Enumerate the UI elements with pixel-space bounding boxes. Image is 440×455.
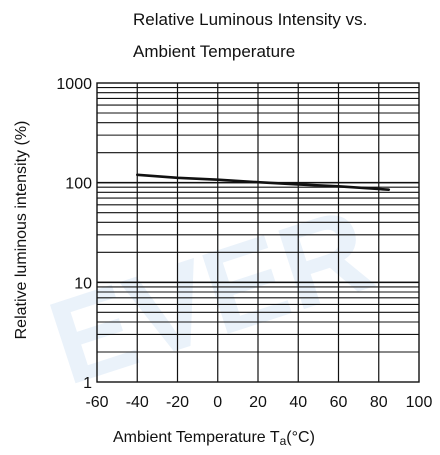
x-tick-label: 80 bbox=[370, 394, 388, 411]
x-tick-label: 40 bbox=[289, 394, 307, 411]
x-axis-label-sub: a bbox=[280, 434, 287, 448]
series-line bbox=[136, 173, 391, 191]
x-tick-labels: -60 -40 -20 0 20 40 60 80 100 bbox=[85, 394, 432, 411]
y-tick-label: 1000 bbox=[56, 76, 92, 93]
x-axis-label-unit: (°C) bbox=[286, 429, 315, 446]
x-tick-label: -20 bbox=[166, 394, 189, 411]
x-tick-label: 0 bbox=[213, 394, 222, 411]
x-axis-label: Ambient Temperature Ta(°C) bbox=[113, 429, 315, 448]
x-tick-label: -60 bbox=[85, 394, 108, 411]
x-tick-label: 100 bbox=[406, 394, 433, 411]
chart-title-line-2: Ambient Temperature bbox=[133, 42, 295, 61]
y-tick-label: 1 bbox=[83, 375, 92, 392]
grid bbox=[97, 83, 419, 382]
y-tick-labels: 1 10 100 1000 bbox=[56, 76, 92, 392]
x-tick-label: 60 bbox=[330, 394, 348, 411]
y-axis-label: Relative luminous intensity (%) bbox=[13, 121, 30, 340]
chart-title-line-1: Relative Luminous Intensity vs. bbox=[133, 10, 367, 29]
x-tick-label: -40 bbox=[126, 394, 149, 411]
y-tick-label: 100 bbox=[65, 176, 92, 193]
plot-frame bbox=[96, 82, 420, 383]
x-tick-label: 20 bbox=[249, 394, 267, 411]
y-tick-label: 10 bbox=[74, 275, 92, 292]
x-axis-label-main: Ambient Temperature T bbox=[113, 429, 280, 446]
